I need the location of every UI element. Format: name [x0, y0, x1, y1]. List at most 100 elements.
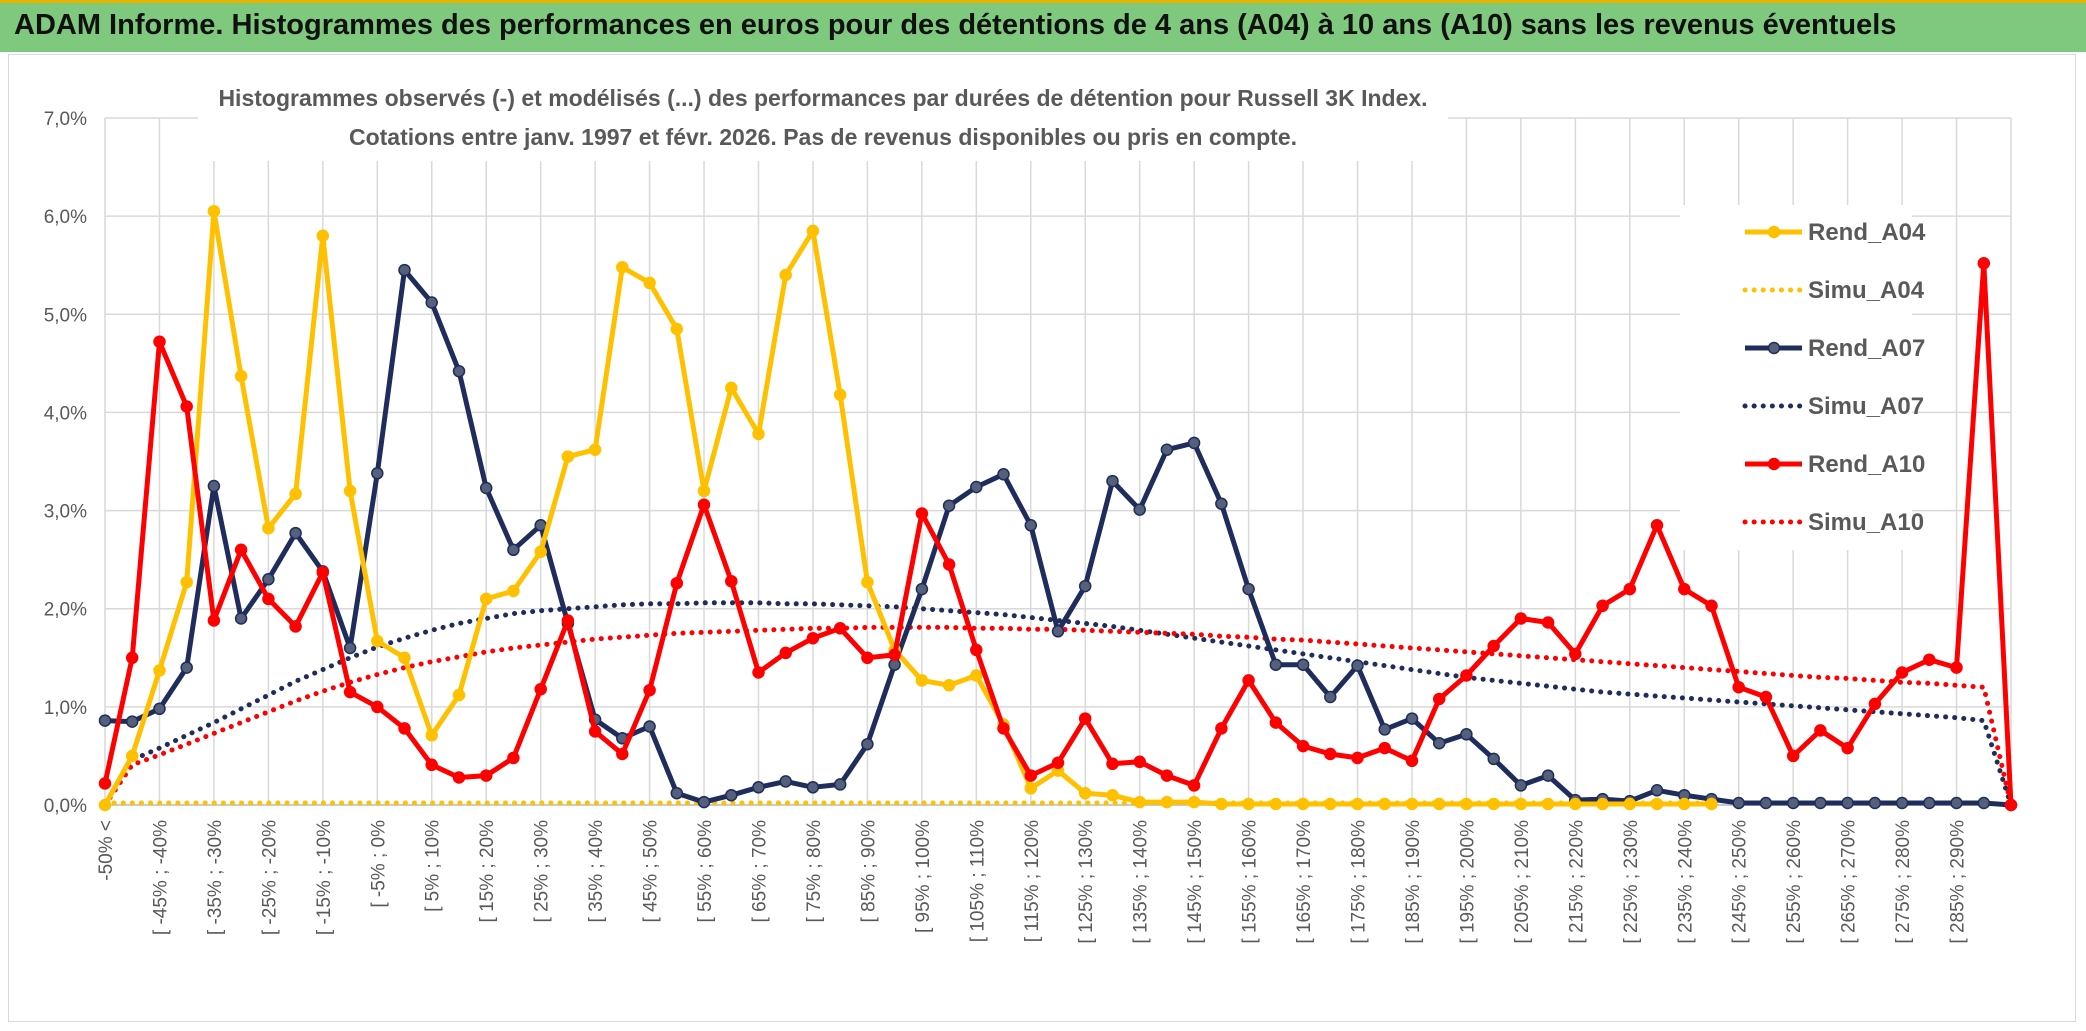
data-point-Rend_A10 — [561, 614, 575, 627]
legend-item-Rend_A07: Rend_A07 — [1745, 335, 1925, 362]
data-point-Rend_A10 — [1078, 712, 1092, 725]
data-point-Rend_A04 — [588, 443, 602, 456]
legend-item-Rend_A04: Rend_A04 — [1745, 219, 1926, 246]
data-point-Rend_A07 — [697, 795, 711, 809]
data-point-Rend_A07 — [861, 737, 874, 751]
data-point-Rend_A04 — [1541, 797, 1555, 811]
data-point-Rend_A10 — [1106, 757, 1119, 771]
data-point-Rend_A07 — [1541, 769, 1555, 782]
y-tick-label: 0,0% — [44, 796, 87, 817]
data-point-Rend_A10 — [1133, 755, 1146, 769]
data-point-Rend_A07 — [153, 702, 166, 716]
data-point-Rend_A10 — [1160, 769, 1174, 782]
data-point-Rend_A04 — [1324, 797, 1337, 811]
x-tick-label: [ 55% ; 60% — [695, 820, 716, 923]
data-point-Rend_A10 — [1950, 661, 1963, 674]
data-point-Rend_A07 — [207, 479, 221, 493]
data-point-Rend_A07 — [1460, 728, 1473, 741]
data-point-Rend_A07 — [1405, 712, 1419, 725]
data-point-Rend_A04 — [207, 204, 221, 218]
data-point-Rend_A07 — [180, 661, 193, 674]
data-point-Rend_A10 — [861, 651, 874, 665]
x-tick-label: [ 265% ; 270% — [1839, 820, 1860, 944]
x-tick-label: [ 25% ; 30% — [532, 820, 553, 923]
x-tick-label: [ 225% ; 230% — [1621, 820, 1642, 944]
data-point-Rend_A04 — [561, 450, 575, 463]
data-point-Rend_A07 — [507, 543, 520, 557]
x-tick-label: [ 5% ; 10% — [423, 820, 444, 912]
x-tick-label: [ 275% ; 280% — [1893, 820, 1914, 944]
x-tick-label: [ 65% ; 70% — [749, 820, 770, 923]
data-point-Rend_A10 — [779, 646, 792, 660]
report-title: ADAM Informe. Histogrammes des performan… — [14, 9, 1897, 41]
data-point-Rend_A04 — [1187, 795, 1201, 809]
data-point-Rend_A10 — [942, 558, 956, 571]
data-point-Rend_A04 — [1296, 797, 1310, 811]
y-tick-label: 4,0% — [44, 403, 87, 424]
data-point-Rend_A07 — [125, 715, 139, 728]
legend-marker — [1767, 457, 1781, 471]
data-point-Rend_A10 — [1460, 669, 1473, 682]
data-point-Rend_A07 — [262, 573, 275, 586]
data-point-Rend_A10 — [1705, 599, 1718, 613]
data-point-Rend_A07 — [234, 612, 248, 625]
data-point-Rend_A10 — [1514, 612, 1528, 625]
data-point-Rend_A10 — [1650, 519, 1664, 532]
data-point-Rend_A04 — [861, 575, 874, 589]
data-point-Rend_A10 — [752, 666, 765, 679]
series-Rend_A10 — [98, 257, 2018, 812]
legend-label: Rend_A07 — [1808, 335, 1925, 362]
data-point-Rend_A07 — [398, 263, 411, 277]
y-axis: 0,0% 1,0% 2,0% 3,0% 4,0% 5,0% 6,0% 7,0% — [44, 109, 87, 817]
data-point-Rend_A10 — [2004, 798, 2018, 812]
data-point-Rend_A10 — [1242, 674, 1255, 687]
y-tick-label: 7,0% — [44, 109, 87, 130]
chart-title: Histogrammes observés (-) et modélisés (… — [218, 85, 1427, 111]
data-point-Rend_A07 — [479, 481, 493, 495]
data-point-Rend_A04 — [534, 545, 547, 559]
data-point-Rend_A07 — [289, 526, 302, 540]
data-point-Rend_A04 — [153, 664, 166, 677]
data-point-Rend_A10 — [125, 651, 139, 665]
data-point-Rend_A04 — [289, 487, 302, 501]
data-point-Rend_A10 — [1541, 616, 1555, 629]
data-point-Rend_A04 — [616, 260, 629, 274]
data-point-Rend_A10 — [1868, 697, 1882, 711]
x-tick-label: [ -35% ; -30% — [205, 820, 226, 935]
x-tick-label: [ 205% ; 210% — [1512, 820, 1533, 944]
data-point-Rend_A07 — [1215, 497, 1228, 510]
y-tick-label: 6,0% — [44, 207, 87, 228]
data-point-Rend_A10 — [479, 769, 493, 782]
data-point-Rend_A04 — [1242, 797, 1255, 811]
data-point-Rend_A10 — [1678, 582, 1691, 596]
data-point-Rend_A10 — [1977, 257, 1991, 270]
data-point-Rend_A04 — [316, 229, 330, 243]
data-point-Rend_A04 — [1432, 797, 1446, 811]
data-point-Rend_A04 — [1678, 797, 1691, 811]
data-point-Rend_A07 — [1024, 519, 1038, 532]
data-point-Rend_A04 — [125, 749, 139, 763]
data-point-Rend_A07 — [806, 781, 820, 794]
x-tick-label: [ 245% ; 250% — [1730, 820, 1751, 944]
x-tick-label: [ 75% ; 80% — [804, 820, 825, 923]
x-tick-label: [ 195% ; 200% — [1457, 820, 1478, 944]
y-tick-label: 1,0% — [44, 698, 87, 719]
x-tick-label: [ 115% ; 120% — [1022, 820, 1043, 942]
legend-marker — [1767, 341, 1781, 355]
data-point-Rend_A07 — [1841, 796, 1854, 810]
data-point-Rend_A10 — [1405, 754, 1419, 768]
data-point-Rend_A07 — [1432, 736, 1446, 750]
data-point-Rend_A10 — [670, 576, 684, 590]
data-point-Rend_A04 — [1269, 797, 1283, 811]
x-tick-label: [ 105% ; 110% — [967, 820, 988, 942]
data-point-Rend_A07 — [1078, 579, 1092, 593]
data-point-Rend_A07 — [779, 775, 792, 788]
data-point-Rend_A07 — [970, 480, 983, 494]
series-line-Simu_A07 — [102, 600, 2014, 808]
data-point-Rend_A04 — [1705, 797, 1718, 811]
data-point-Rend_A04 — [833, 388, 847, 402]
data-point-Rend_A10 — [1024, 769, 1038, 782]
data-point-Rend_A07 — [1514, 779, 1528, 792]
data-point-Rend_A10 — [1623, 582, 1637, 596]
